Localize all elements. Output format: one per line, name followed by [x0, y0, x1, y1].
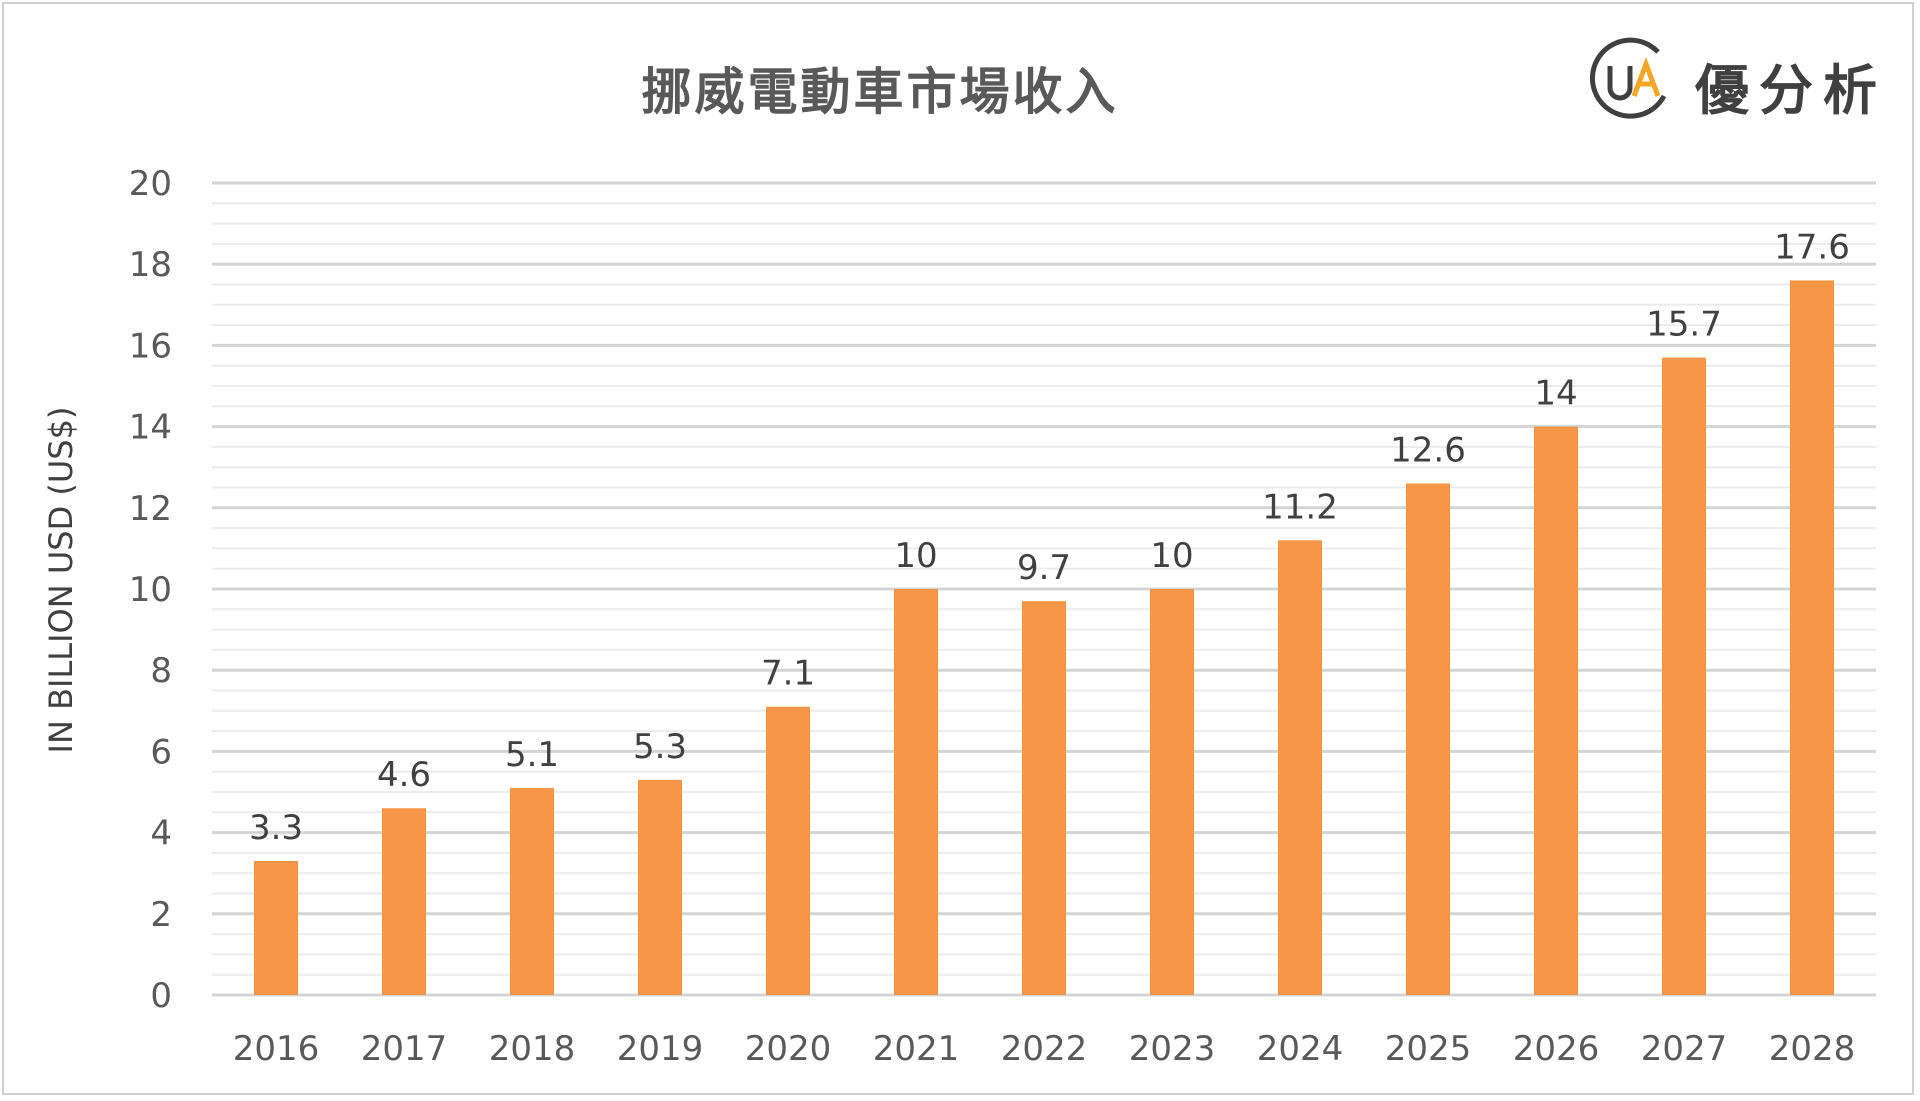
data-label-2021: 10: [894, 536, 937, 576]
bar-2021: [894, 589, 938, 995]
x-tick-label: 2018: [489, 1029, 576, 1069]
data-label-2020: 7.1: [761, 654, 815, 694]
bar-2016: [254, 861, 298, 995]
bars: [254, 280, 1834, 996]
x-tick-label: 2027: [1641, 1029, 1728, 1069]
bar-2028: [1790, 280, 1834, 995]
bar-2027: [1662, 357, 1706, 996]
y-tick-label: 6: [150, 732, 172, 772]
y-tick-label: 12: [129, 489, 172, 529]
x-tick-label: 2020: [745, 1029, 832, 1069]
y-tick-label: 8: [150, 651, 172, 691]
x-tick-label: 2024: [1257, 1029, 1344, 1069]
ua-logo-icon: UA: [1589, 37, 1667, 119]
bar-2019: [638, 779, 682, 995]
x-tick-label: 2019: [617, 1029, 704, 1069]
data-label-2022: 9.7: [1017, 548, 1071, 588]
y-axis-label: IN BILLION USD (US$): [42, 407, 80, 754]
bar-2020: [766, 706, 810, 995]
x-axis-ticks: 2016 2017 2018 2019 2020 2021 2022 2023 2024 2025…: [233, 1029, 1856, 1069]
x-tick-label: 2017: [361, 1029, 448, 1069]
y-tick-label: 0: [150, 976, 172, 1016]
bar-2025: [1406, 483, 1450, 995]
x-tick-label: 2016: [233, 1029, 320, 1069]
y-tick-label: 20: [129, 164, 172, 204]
bar-2017: [382, 808, 426, 995]
bar-2023: [1150, 589, 1194, 995]
bar-2024: [1278, 540, 1322, 995]
y-tick-label: 2: [150, 895, 172, 935]
y-tick-label: 18: [129, 245, 172, 285]
data-label-2023: 10: [1150, 536, 1193, 576]
data-labels: 3.3 4.6 5.1 5.3 7.1 10 9.7 10 11.2 12.6 14 15.7 17.6: [249, 227, 1850, 848]
data-label-2016: 3.3: [249, 808, 303, 848]
data-label-2024: 11.2: [1262, 487, 1338, 527]
y-tick-label: 4: [150, 814, 172, 854]
bar-2026: [1534, 426, 1578, 996]
x-tick-label: 2025: [1385, 1029, 1472, 1069]
data-label-2025: 12.6: [1390, 430, 1466, 470]
data-label-2028: 17.6: [1774, 227, 1850, 267]
bar-2022: [1022, 601, 1066, 995]
y-tick-label: 14: [129, 408, 172, 448]
x-tick-label: 2026: [1513, 1029, 1600, 1069]
bar-2018: [510, 787, 554, 995]
data-label-2017: 4.6: [377, 755, 431, 795]
chart-title: 挪威電動車市場收入: [641, 63, 1119, 121]
data-label-2027: 15.7: [1646, 305, 1722, 345]
x-tick-label: 2022: [1001, 1029, 1088, 1069]
y-tick-label: 10: [129, 570, 172, 610]
data-label-2026: 14: [1534, 374, 1577, 414]
brand-name: 優分析: [1695, 59, 1887, 122]
brand-logo: UA 優分析: [1580, 30, 1900, 130]
y-tick-label: 16: [129, 326, 172, 366]
y-axis-ticks: 0 2 4 6 8 10 12 14 16 18 20: [129, 164, 172, 1016]
x-tick-label: 2023: [1129, 1029, 1216, 1069]
data-label-2019: 5.3: [633, 727, 687, 767]
data-label-2018: 5.1: [505, 735, 559, 775]
x-tick-label: 2021: [873, 1029, 960, 1069]
x-tick-label: 2028: [1769, 1029, 1856, 1069]
